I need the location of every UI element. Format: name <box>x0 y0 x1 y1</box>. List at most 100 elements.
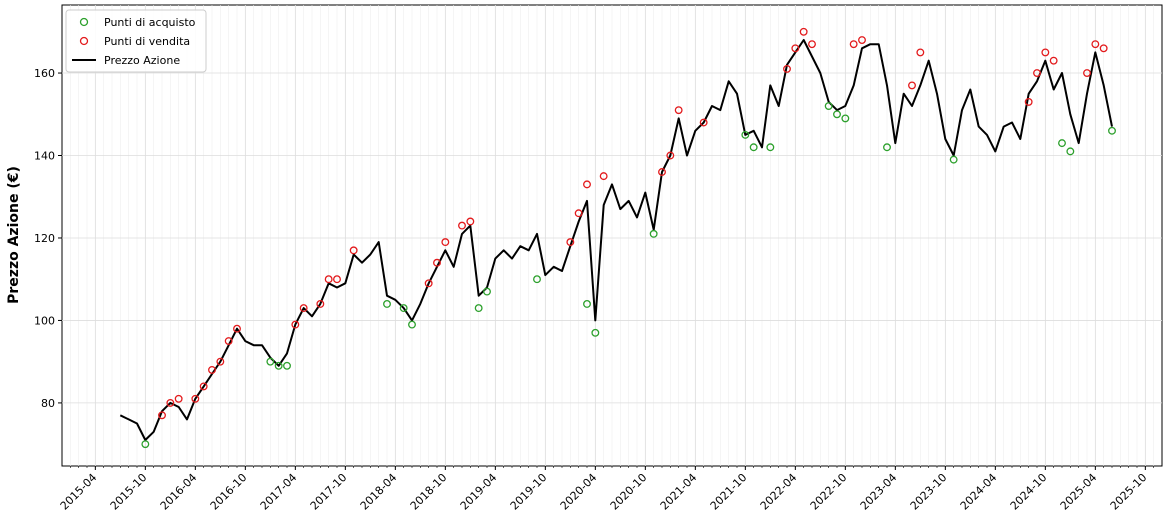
legend-label: Punti di vendita <box>104 35 190 48</box>
x-tick-label: 2015-04 <box>58 471 100 513</box>
signal-point <box>783 64 791 73</box>
signal-point <box>649 229 658 238</box>
signal-point <box>216 357 225 366</box>
x-tick-label: 2023-10 <box>908 471 950 513</box>
x-tick-label: 2020-04 <box>558 471 600 513</box>
signal-point <box>483 287 491 296</box>
signal-point <box>458 221 466 230</box>
signal-point <box>466 217 475 226</box>
y-tick-label: 160 <box>34 67 55 80</box>
signal-point <box>191 394 200 403</box>
x-tick-label: 2017-04 <box>258 471 300 513</box>
legend-label: Prezzo Azione <box>104 54 180 67</box>
x-tick-label: 2024-10 <box>1008 471 1050 513</box>
signal-point <box>741 130 750 139</box>
signal-point <box>574 209 583 218</box>
legend-marker <box>79 36 89 46</box>
signal-point <box>283 361 291 370</box>
signal-point <box>474 304 483 313</box>
signal-point <box>858 36 866 44</box>
x-tick-label: 2020-10 <box>608 471 650 513</box>
signal-point <box>383 299 391 308</box>
signal-point <box>1041 48 1050 57</box>
signal-point <box>1099 44 1108 53</box>
signal-point <box>533 275 541 284</box>
x-tick-label: 2018-04 <box>358 471 400 513</box>
x-tick-label: 2022-04 <box>758 471 800 513</box>
legend-marker <box>79 17 89 27</box>
x-tick-label: 2017-10 <box>308 471 350 513</box>
signal-point <box>916 48 925 57</box>
signal-point <box>233 324 241 333</box>
x-tick-label: 2016-10 <box>208 471 250 513</box>
signal-point <box>841 114 850 123</box>
signal-point <box>1024 97 1033 106</box>
signal-point <box>849 40 858 49</box>
signal-point <box>224 337 233 346</box>
signal-point <box>174 394 183 403</box>
signal-point <box>658 168 666 176</box>
signal-point <box>583 299 591 308</box>
signal-point <box>316 299 325 308</box>
signal-point <box>883 143 891 152</box>
signal-point <box>599 172 608 181</box>
signal-point <box>433 258 441 267</box>
x-tick-label: 2019-10 <box>508 471 550 513</box>
signal-point <box>808 40 816 49</box>
signal-point <box>699 118 708 127</box>
signal-point <box>766 143 775 152</box>
legend-label: Punti di acquisto <box>104 16 196 29</box>
x-tick-label: 2021-04 <box>658 471 700 513</box>
signal-point <box>1083 69 1091 77</box>
signal-point <box>908 81 916 90</box>
signal-point <box>274 361 283 370</box>
signal-point <box>566 238 575 247</box>
y-tick-label: 80 <box>41 397 55 410</box>
grid <box>62 5 1162 466</box>
signal-point <box>949 155 958 164</box>
y-tick-label: 140 <box>34 150 55 163</box>
signal-point <box>1066 147 1075 156</box>
signal-point <box>208 365 216 374</box>
x-tick-label: 2025-10 <box>1108 471 1150 513</box>
signal-point <box>591 328 600 337</box>
x-tick-label: 2021-10 <box>708 471 750 513</box>
signal-point <box>1049 56 1058 65</box>
signal-point <box>158 411 166 420</box>
legend-box <box>65 9 207 73</box>
signal-point <box>199 382 208 391</box>
signal-point <box>141 440 150 449</box>
x-tick-label: 2015-10 <box>108 471 150 513</box>
signal-point <box>441 238 450 247</box>
signal-point <box>349 246 358 255</box>
signal-point <box>1058 139 1066 148</box>
signal-point <box>583 180 591 189</box>
x-tick-label: 2019-04 <box>458 471 500 513</box>
signal-point <box>266 357 275 366</box>
signal-point <box>291 320 300 329</box>
signal-point <box>1108 126 1116 135</box>
y-tick-label: 120 <box>34 232 55 245</box>
x-tick-label: 2022-10 <box>808 471 850 513</box>
y-axis-label: Prezzo Azione (€) <box>6 166 22 304</box>
x-tick-label: 2025-04 <box>1058 471 1100 513</box>
signal-point <box>399 304 408 313</box>
x-tick-label: 2018-10 <box>408 471 450 513</box>
signal-point <box>408 320 416 329</box>
signal-point <box>166 398 175 407</box>
signal-point <box>666 151 675 160</box>
signal-point <box>1091 40 1100 49</box>
signal-point <box>424 279 433 288</box>
y-tick-label: 100 <box>34 314 55 327</box>
signal-point <box>749 143 758 152</box>
signal-point <box>333 275 341 284</box>
x-tick-label: 2023-04 <box>858 471 900 513</box>
x-tick-label: 2016-04 <box>158 471 200 513</box>
x-tick-label: 2024-04 <box>958 471 1000 513</box>
signal-point <box>833 110 841 119</box>
signal-point <box>824 102 833 110</box>
price-line <box>119 39 1113 441</box>
signal-point <box>299 304 308 313</box>
signal-point <box>674 106 683 115</box>
